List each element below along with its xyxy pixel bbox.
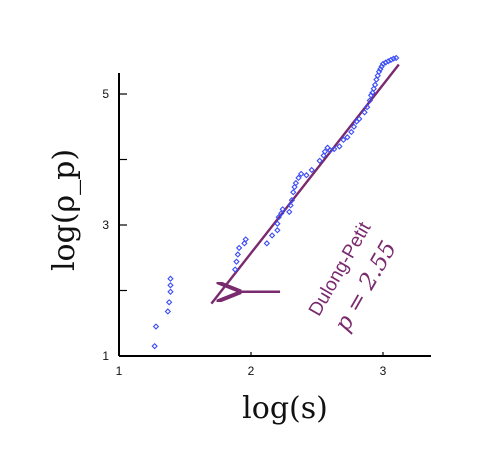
data-point <box>373 76 380 83</box>
data-point <box>152 323 160 330</box>
data-point <box>393 54 400 62</box>
data-point <box>382 59 389 66</box>
data-point <box>348 128 355 136</box>
data-point <box>340 136 347 144</box>
data-point <box>295 174 302 182</box>
data-point <box>350 123 358 130</box>
points-layer <box>151 54 400 350</box>
annotation-layer: Dulong-Petit p = 2.55 <box>237 218 402 336</box>
data-point <box>330 145 338 153</box>
data-point <box>370 85 377 92</box>
data-point <box>167 282 174 289</box>
x-tick-label: 2 <box>248 364 255 378</box>
y-tick-label: 5 <box>102 87 109 101</box>
data-point <box>387 56 395 64</box>
data-point <box>369 89 376 96</box>
data-point <box>316 157 323 164</box>
data-point <box>363 103 371 111</box>
data-point <box>303 172 310 179</box>
data-point <box>241 240 248 247</box>
data-point <box>361 109 368 116</box>
data-point <box>165 299 173 306</box>
y-tick-label: 3 <box>102 218 109 232</box>
data-point <box>164 308 172 315</box>
data-point <box>274 220 281 227</box>
data-point <box>286 208 293 216</box>
ticks-layer: 1 2 3 1 3 5 <box>102 87 386 378</box>
y-tick-label: 1 <box>102 349 109 363</box>
data-point <box>167 275 174 282</box>
data-point <box>320 152 327 159</box>
data-point <box>379 60 387 68</box>
data-point <box>297 170 305 178</box>
data-point <box>344 134 351 141</box>
data-point <box>290 189 297 196</box>
data-point <box>291 183 298 191</box>
data-point <box>231 266 239 273</box>
data-point <box>151 342 158 350</box>
data-point <box>371 81 379 89</box>
data-point <box>234 251 241 258</box>
data-point <box>235 244 243 252</box>
data-point <box>242 236 249 243</box>
x-axis-title: log(s) <box>242 391 328 426</box>
data-point <box>374 72 381 79</box>
data-point <box>275 213 282 221</box>
data-point <box>268 232 276 239</box>
data-point <box>274 227 281 234</box>
data-point <box>385 58 392 65</box>
data-point <box>321 148 329 155</box>
data-point <box>279 206 286 213</box>
data-point <box>263 240 271 247</box>
data-point <box>308 166 315 174</box>
data-point <box>233 258 240 265</box>
x-tick-label: 1 <box>116 364 123 378</box>
data-point <box>292 179 300 187</box>
data-point <box>356 115 363 123</box>
data-point <box>288 196 296 204</box>
data-point <box>167 288 174 295</box>
y-axis-title: log(ρ_p) <box>47 149 82 271</box>
data-point <box>278 210 285 217</box>
data-point <box>390 55 397 62</box>
data-point <box>287 202 294 209</box>
data-point <box>336 143 343 150</box>
data-point <box>366 97 373 104</box>
x-tick-label: 3 <box>380 364 387 378</box>
